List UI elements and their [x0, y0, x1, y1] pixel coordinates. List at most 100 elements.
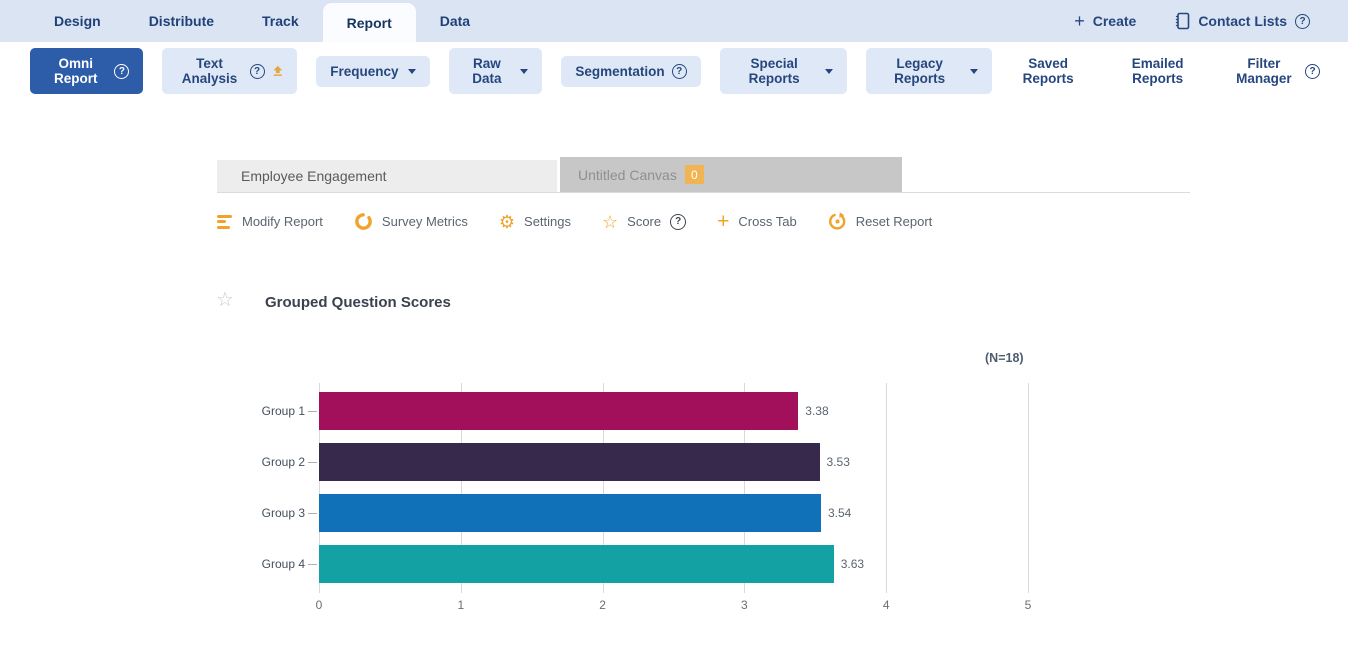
- y-tick-mark: [308, 411, 317, 412]
- x-tick-label: 5: [1024, 598, 1032, 612]
- survey-metrics-icon: [355, 213, 372, 230]
- reset-icon: [828, 212, 846, 230]
- chart-bar[interactable]: [319, 545, 834, 583]
- top-nav: Design Distribute Track Report Data Crea…: [0, 0, 1348, 42]
- survey-metrics-label: Survey Metrics: [381, 214, 468, 229]
- chevron-down-icon: [408, 68, 417, 74]
- score-button[interactable]: ☆ Score: [602, 211, 687, 232]
- chart-bar[interactable]: [319, 443, 820, 481]
- emailed-reports-button[interactable]: Emailed Reports: [1116, 56, 1200, 86]
- gridline: [602, 383, 604, 593]
- nav-tab-design[interactable]: Design: [54, 13, 101, 29]
- x-tick-label: 0: [315, 598, 323, 612]
- emailed-reports-label: Emailed Reports: [1131, 56, 1184, 86]
- toolbar-right: Saved Reports Emailed Reports Filter Man…: [1011, 56, 1348, 86]
- help-icon[interactable]: [671, 63, 687, 79]
- raw-data-label: Raw Data: [472, 56, 502, 86]
- help-icon[interactable]: [249, 63, 265, 79]
- book-icon: [1176, 12, 1190, 30]
- legacy-reports-label: Legacy Reports: [894, 56, 946, 86]
- filter-manager-label: Filter Manager: [1236, 56, 1292, 86]
- nav-tab-data[interactable]: Data: [439, 13, 471, 29]
- omni-report-label: Omni Report: [53, 56, 98, 86]
- chevron-down-icon: [520, 68, 529, 74]
- contact-lists-button[interactable]: Contact Lists: [1174, 12, 1310, 30]
- x-tick-label: 1: [457, 598, 465, 612]
- bar-value-label: 3.38: [805, 404, 829, 418]
- plus-icon: [717, 211, 729, 232]
- nav-tab-distribute[interactable]: Distribute: [148, 13, 215, 29]
- canvas-tabs: Employee Engagement Untitled Canvas 0: [217, 157, 1190, 193]
- x-axis-labels: 0 1 2 3 4 5: [315, 598, 1032, 614]
- tab-label: Untitled Canvas: [578, 166, 677, 183]
- report-toolbar: Omni Report Text Analysis Frequency Raw …: [0, 42, 1348, 100]
- chart-title: Grouped Question Scores: [265, 294, 451, 311]
- gear-icon: ⚙: [498, 211, 516, 232]
- chart-bar[interactable]: [319, 392, 799, 430]
- y-category-label: Group 2: [261, 455, 305, 469]
- canvas-count-badge: 0: [684, 165, 704, 184]
- cross-tab-label: Cross Tab: [738, 214, 797, 229]
- segmentation-button[interactable]: Segmentation: [561, 55, 701, 87]
- omni-report-button[interactable]: Omni Report: [30, 48, 144, 94]
- modify-report-label: Modify Report: [242, 214, 323, 229]
- y-tick-mark: [308, 513, 317, 514]
- gridline: [1028, 383, 1029, 593]
- frequency-button[interactable]: Frequency: [316, 55, 431, 87]
- cross-tab-button[interactable]: Cross Tab: [717, 211, 797, 232]
- nav-tab-report[interactable]: Report: [322, 3, 416, 42]
- help-icon[interactable]: [114, 63, 130, 79]
- x-tick-label: 3: [741, 598, 748, 612]
- plus-icon: [1074, 12, 1085, 30]
- upload-icon: [273, 65, 282, 76]
- special-reports-label: Special Reports: [748, 56, 800, 86]
- chart-bar[interactable]: [319, 494, 821, 532]
- gridline: [319, 383, 320, 593]
- segmentation-label: Segmentation: [575, 63, 665, 79]
- score-label: Score: [627, 214, 662, 229]
- y-tick-mark: [308, 564, 317, 565]
- gridline: [744, 383, 746, 593]
- frequency-label: Frequency: [330, 63, 399, 79]
- tab-employee-engagement[interactable]: Employee Engagement: [217, 160, 557, 192]
- y-category-label: Group 4: [261, 557, 305, 571]
- create-label: Create: [1092, 13, 1137, 29]
- report-action-bar: Modify Report Survey Metrics ⚙ Settings …: [217, 211, 932, 232]
- reset-report-button[interactable]: Reset Report: [828, 212, 933, 231]
- raw-data-button[interactable]: Raw Data: [449, 48, 543, 94]
- tab-label: Employee Engagement: [241, 168, 387, 184]
- settings-button[interactable]: ⚙ Settings: [499, 213, 571, 231]
- y-tick-mark: [308, 462, 317, 463]
- y-category-label: Group 3: [261, 506, 305, 520]
- special-reports-button[interactable]: Special Reports: [719, 48, 847, 94]
- saved-reports-button[interactable]: Saved Reports: [1011, 56, 1086, 86]
- saved-reports-label: Saved Reports: [1022, 56, 1074, 86]
- settings-label: Settings: [524, 214, 572, 229]
- help-icon[interactable]: [670, 213, 687, 230]
- bar-value-label: 3.53: [826, 455, 850, 469]
- bar-value-label: 3.63: [840, 557, 865, 571]
- nav-right-actions: Create Contact Lists: [1074, 0, 1348, 42]
- filter-manager-button[interactable]: Filter Manager: [1230, 56, 1321, 86]
- y-axis-labels: Group 1 Group 2 Group 3 Group 4: [0, 383, 317, 588]
- help-icon[interactable]: [1295, 13, 1310, 29]
- text-analysis-button[interactable]: Text Analysis: [162, 48, 298, 94]
- help-icon[interactable]: [1305, 63, 1321, 79]
- nav-tab-track[interactable]: Track: [262, 13, 299, 29]
- modify-report-button[interactable]: Modify Report: [217, 214, 323, 229]
- tab-untitled-canvas[interactable]: Untitled Canvas 0: [560, 157, 902, 192]
- chevron-down-icon: [824, 68, 833, 74]
- modify-report-icon: [217, 214, 233, 229]
- survey-metrics-button[interactable]: Survey Metrics: [354, 212, 468, 231]
- legacy-reports-button[interactable]: Legacy Reports: [865, 48, 992, 94]
- contact-lists-label: Contact Lists: [1198, 13, 1287, 29]
- reset-report-label: Reset Report: [855, 214, 933, 229]
- star-icon: ☆: [602, 211, 619, 232]
- sample-size-label: (N=18): [985, 351, 1024, 365]
- favorite-star-icon[interactable]: ☆: [216, 289, 234, 311]
- create-button[interactable]: Create: [1074, 12, 1137, 30]
- gridline: [886, 383, 888, 593]
- bar-chart-plot: 3.38 3.53 3.54 3.63: [319, 383, 1029, 593]
- gridline: [460, 383, 462, 593]
